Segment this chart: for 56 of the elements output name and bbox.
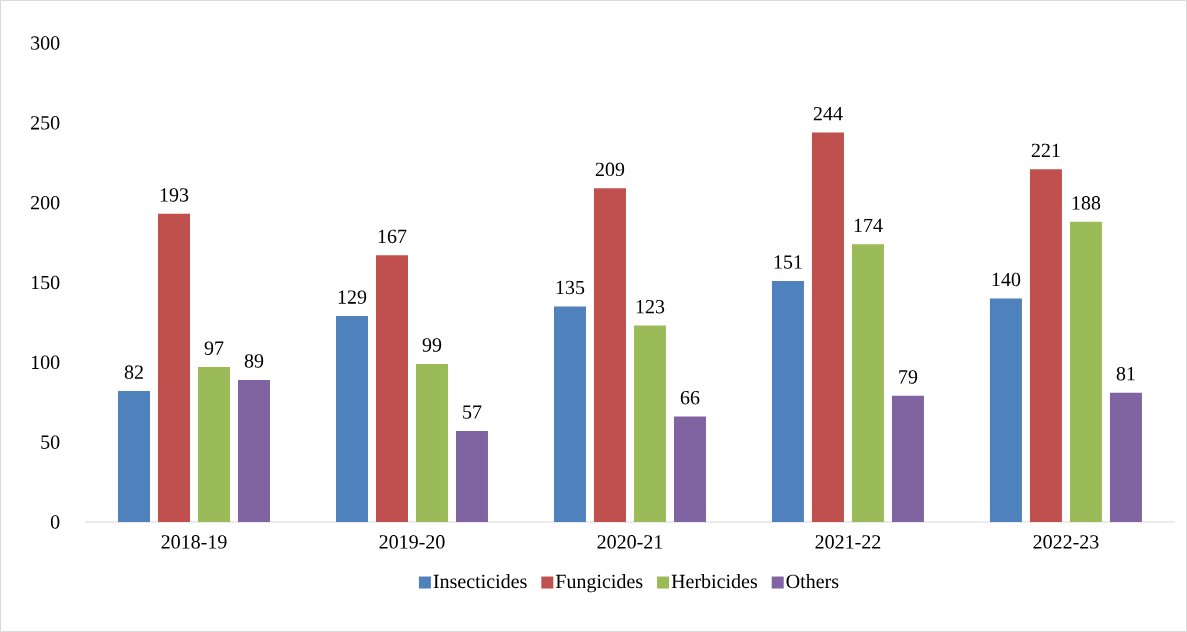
data-label: 97 (204, 341, 224, 355)
bar (158, 213, 190, 522)
data-label: 79 (899, 370, 918, 384)
bar (851, 244, 884, 522)
bar (989, 298, 1022, 522)
data-label: 151 (774, 255, 802, 269)
y-tick-label: 50 (41, 435, 60, 449)
data-label: 129 (338, 290, 367, 304)
x-tick-label: 2022-23 (1033, 535, 1099, 549)
y-tick-label: 100 (31, 355, 60, 370)
bar (455, 430, 488, 522)
bar (1109, 392, 1142, 522)
data-label: 140 (992, 272, 1021, 287)
data-label: 57 (463, 405, 482, 419)
data-label: 209 (595, 162, 625, 177)
x-tick-label: 2019-20 (379, 535, 445, 549)
data-label: 188 (1072, 196, 1101, 210)
bar (238, 379, 270, 522)
bar (118, 391, 150, 522)
bar (633, 325, 666, 522)
x-tick-label: 2018-19 (161, 535, 227, 549)
y-tick-label: 250 (31, 116, 60, 130)
data-label: 66 (680, 390, 700, 405)
bar (593, 188, 626, 522)
bar (335, 316, 368, 522)
y-tick-label: 300 (31, 36, 60, 50)
data-label: 167 (378, 229, 407, 244)
y-tick-label: 0 (50, 515, 60, 529)
legend-label: Herbicides (671, 574, 757, 589)
y-tick-label: 200 (31, 195, 60, 210)
data-label: 221 (1031, 143, 1060, 157)
legend-label: Others (786, 574, 839, 589)
data-label: 89 (244, 354, 264, 368)
data-label: 82 (124, 365, 143, 379)
data-label: 123 (636, 299, 665, 314)
x-tick-label: 2020-21 (597, 535, 663, 549)
x-tick-label: 2021-22 (815, 535, 881, 549)
data-label: 99 (422, 338, 442, 352)
bar (1069, 221, 1102, 522)
bar (811, 132, 844, 522)
data-label: 244 (813, 106, 843, 121)
legend-label: Fungicides (555, 574, 643, 593)
bar (375, 255, 408, 522)
data-label: 174 (854, 218, 883, 232)
bar (553, 306, 586, 522)
bar (673, 416, 706, 522)
data-label: 193 (160, 188, 189, 202)
legend-label: Insecticides (433, 574, 527, 589)
data-label: 81 (1116, 366, 1135, 381)
bar (891, 395, 924, 522)
bar (1029, 169, 1062, 522)
y-tick-label: 150 (31, 275, 60, 290)
data-label: 135 (556, 280, 585, 295)
bar (198, 367, 230, 522)
bar (771, 280, 804, 522)
bar (415, 363, 448, 522)
